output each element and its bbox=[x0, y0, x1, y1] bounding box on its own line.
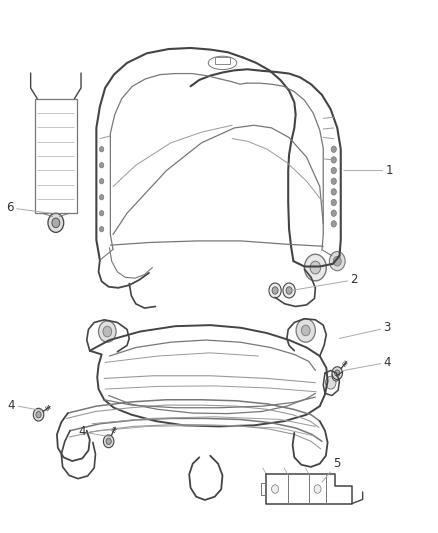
Circle shape bbox=[33, 408, 44, 421]
Text: 4: 4 bbox=[78, 425, 112, 438]
Text: 2: 2 bbox=[291, 273, 358, 290]
Circle shape bbox=[331, 146, 336, 152]
Circle shape bbox=[99, 179, 104, 184]
Circle shape bbox=[296, 319, 315, 342]
Circle shape bbox=[99, 321, 116, 342]
Circle shape bbox=[331, 178, 336, 184]
Circle shape bbox=[103, 435, 114, 448]
Circle shape bbox=[48, 213, 64, 232]
Circle shape bbox=[332, 370, 341, 381]
Circle shape bbox=[283, 283, 295, 298]
Text: 1: 1 bbox=[344, 164, 393, 177]
Circle shape bbox=[286, 287, 292, 294]
Text: 4: 4 bbox=[8, 399, 42, 411]
Text: 6: 6 bbox=[7, 201, 50, 214]
Circle shape bbox=[272, 485, 279, 494]
Circle shape bbox=[99, 147, 104, 152]
Bar bbox=[215, 57, 230, 64]
Circle shape bbox=[310, 261, 321, 274]
Circle shape bbox=[331, 210, 336, 216]
Circle shape bbox=[329, 252, 345, 271]
Text: 5: 5 bbox=[322, 457, 340, 482]
Circle shape bbox=[99, 227, 104, 232]
Circle shape bbox=[314, 485, 321, 494]
Text: 3: 3 bbox=[339, 321, 391, 338]
Circle shape bbox=[99, 195, 104, 200]
Circle shape bbox=[333, 256, 341, 266]
Circle shape bbox=[304, 254, 326, 281]
Circle shape bbox=[99, 211, 104, 216]
Circle shape bbox=[335, 370, 340, 376]
Circle shape bbox=[99, 163, 104, 168]
Circle shape bbox=[36, 411, 41, 418]
Circle shape bbox=[332, 367, 343, 379]
Text: 4: 4 bbox=[344, 356, 391, 370]
Circle shape bbox=[272, 287, 278, 294]
Circle shape bbox=[52, 218, 60, 228]
Circle shape bbox=[331, 221, 336, 227]
Circle shape bbox=[103, 326, 112, 337]
Circle shape bbox=[301, 325, 310, 336]
Circle shape bbox=[325, 376, 336, 389]
Circle shape bbox=[106, 438, 111, 445]
Circle shape bbox=[331, 199, 336, 206]
Circle shape bbox=[331, 189, 336, 195]
Circle shape bbox=[331, 167, 336, 174]
Circle shape bbox=[331, 157, 336, 163]
Circle shape bbox=[269, 283, 281, 298]
